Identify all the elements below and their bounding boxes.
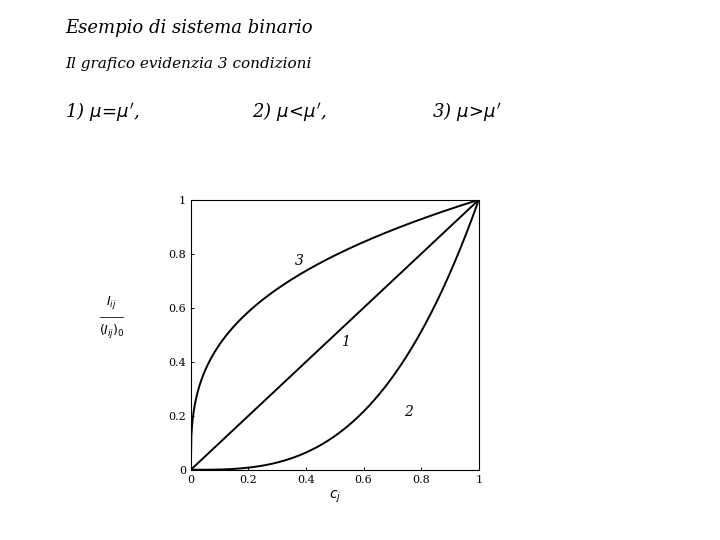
Text: 2) $\mu\!<\!\mu'$,: 2) $\mu\!<\!\mu'$, [252, 100, 327, 123]
Text: Il grafico evidenzia 3 condizioni: Il grafico evidenzia 3 condizioni [65, 57, 311, 71]
X-axis label: $c_j$: $c_j$ [328, 489, 341, 505]
Text: $I_{ij}$: $I_{ij}$ [107, 294, 117, 311]
Text: 1: 1 [341, 335, 349, 349]
Text: 2: 2 [404, 405, 413, 419]
Text: ─────: ───── [99, 313, 124, 321]
Text: 1) $\mu\!=\!\mu'$,: 1) $\mu\!=\!\mu'$, [65, 100, 140, 123]
Text: 3: 3 [294, 254, 303, 268]
Text: 3) $\mu\!>\!\mu'$: 3) $\mu\!>\!\mu'$ [432, 100, 502, 123]
Text: $(I_{ij})_0$: $(I_{ij})_0$ [99, 323, 125, 341]
Text: Esempio di sistema binario: Esempio di sistema binario [65, 19, 312, 37]
